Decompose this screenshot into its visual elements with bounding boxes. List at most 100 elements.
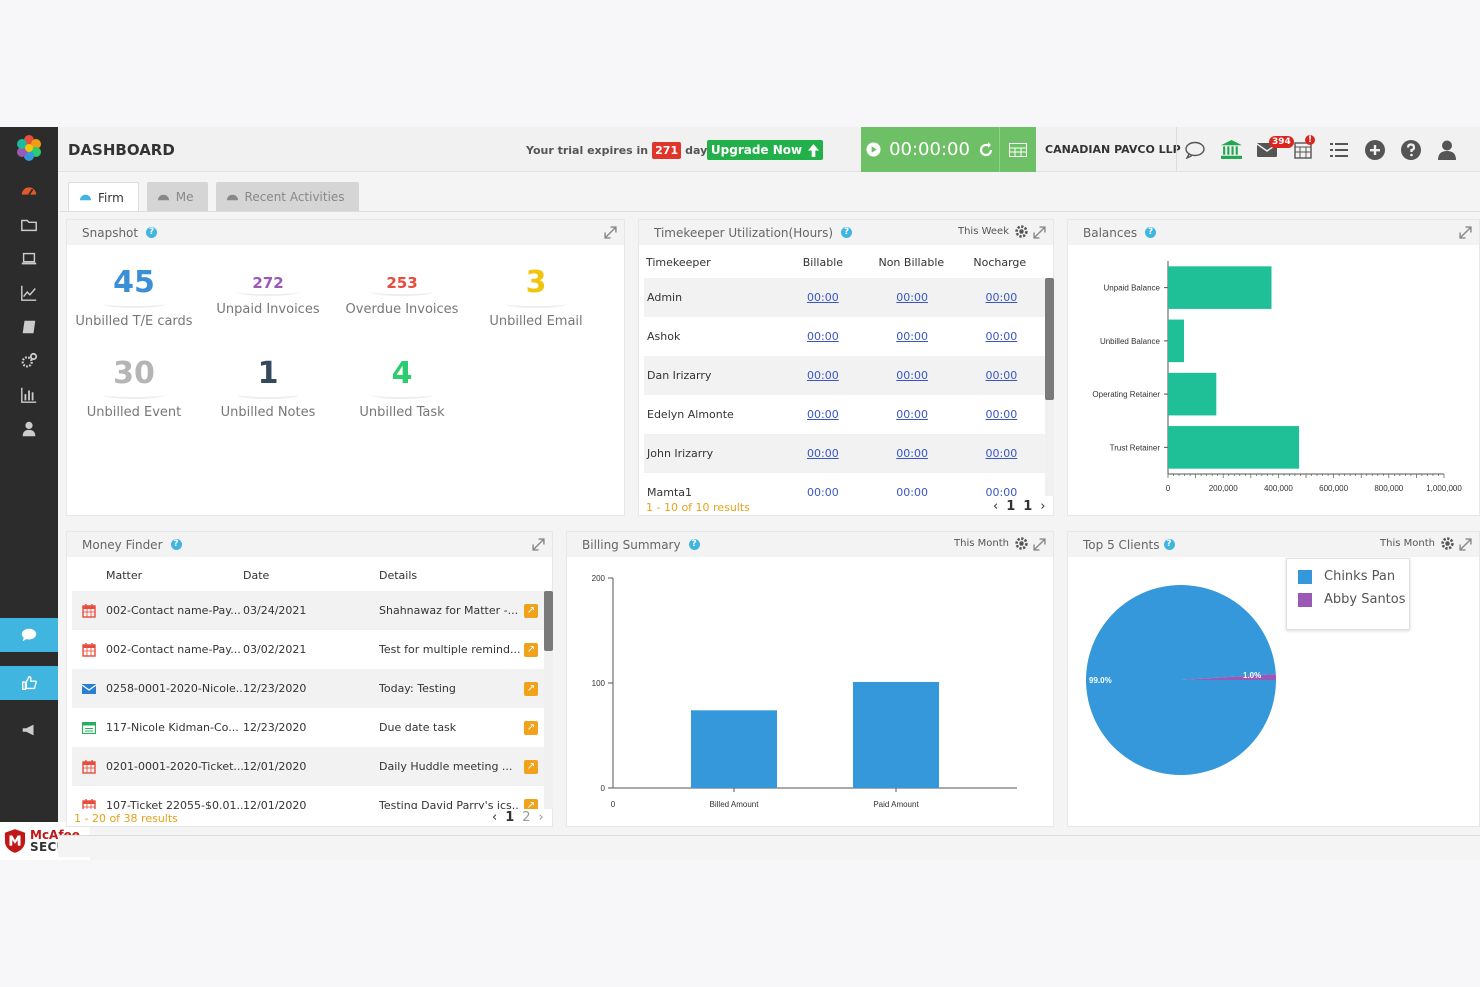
snapshot-unbilled-te-cards[interactable]: 45 Unbilled T/E cards	[74, 266, 194, 330]
open-link-icon[interactable]: ↗	[524, 759, 538, 774]
snapshot-overdue-invoices[interactable]: 253 Overdue Invoices	[342, 266, 462, 317]
open-link-icon[interactable]: ↗	[524, 642, 538, 657]
nocharge-link[interactable]: 00:00	[985, 330, 1018, 343]
reset-icon[interactable]	[978, 141, 994, 158]
billable-link[interactable]: 00:00	[807, 369, 839, 382]
legend-item[interactable]: Abby Santos	[1298, 592, 1409, 607]
billable-link[interactable]: 00:00	[807, 447, 839, 460]
prev-page-icon[interactable]: ‹	[492, 810, 498, 825]
expand-icon[interactable]	[532, 538, 545, 551]
period-control[interactable]: This Week	[958, 224, 1029, 239]
gear-icon[interactable]	[1014, 536, 1029, 551]
nocharge-link[interactable]: 00:00	[985, 447, 1018, 460]
timer-widget[interactable]: 00:00:00	[861, 127, 999, 172]
gear-icon[interactable]	[1440, 536, 1455, 551]
timesheet-button[interactable]	[999, 127, 1036, 172]
details-cell: Daily Huddle meeting ...	[379, 760, 513, 773]
laptop-icon[interactable]	[18, 248, 40, 270]
folder-icon[interactable]	[18, 214, 40, 236]
table-row[interactable]: 107-Ticket 22055-$0.01... 12/01/2020 Testi…	[72, 786, 544, 809]
snapshot-unpaid-invoices[interactable]: 272 Unpaid Invoices	[208, 266, 328, 317]
column-header: Details	[379, 569, 418, 582]
table-row[interactable]: 117-Nicole Kidman-Co... 12/23/2020 Due dat…	[72, 708, 544, 747]
calendar-button[interactable]: !	[1285, 127, 1321, 172]
scrollbar[interactable]	[1045, 278, 1054, 496]
gear-icon[interactable]	[1014, 224, 1029, 239]
period-control[interactable]: This Month	[954, 536, 1029, 551]
help-icon[interactable]: ?	[688, 539, 700, 550]
expand-icon[interactable]	[1033, 538, 1046, 551]
table-row[interactable]: 002-Contact name-Pay... 03/02/2021 Test fo…	[72, 630, 544, 669]
add-button[interactable]	[1357, 127, 1393, 172]
book-icon[interactable]	[18, 316, 40, 338]
table-row[interactable]: 0201-0001-2020-Ticket... 12/01/2020 Daily …	[72, 747, 544, 786]
nocharge-link[interactable]: 00:00	[985, 369, 1018, 382]
snapshot-unbilled-event[interactable]: 30 Unbilled Event	[74, 357, 194, 421]
table-row[interactable]: 002-Contact name-Pay... 03/24/2021 Shahnaw…	[72, 591, 544, 630]
app-logo[interactable]	[13, 132, 45, 164]
billable-link[interactable]: 00:00	[807, 291, 839, 304]
user-icon[interactable]	[18, 418, 40, 440]
upgrade-button[interactable]: Upgrade Now	[707, 140, 823, 160]
dashboard-icon[interactable]	[18, 180, 40, 202]
legend-item[interactable]: Chinks Pan	[1298, 569, 1409, 584]
gears-icon[interactable]	[18, 350, 40, 372]
non-billable-link[interactable]: 00:00	[896, 486, 928, 496]
nocharge-link[interactable]: 00:00	[985, 408, 1018, 421]
chart-line-icon[interactable]	[18, 282, 40, 304]
open-link-icon[interactable]: ↗	[524, 720, 538, 735]
tab-firm[interactable]: Firm	[68, 182, 139, 212]
table-row[interactable]: 0258-0001-2020-Nicole... 12/23/2020 Today:…	[72, 669, 544, 708]
task-list-button[interactable]	[1321, 127, 1357, 172]
billable-link[interactable]: 00:00	[807, 486, 839, 496]
nocharge-link[interactable]: 00:00	[985, 291, 1018, 304]
open-link-icon[interactable]: ↗	[524, 603, 538, 618]
page-current[interactable]: 1	[505, 810, 515, 825]
scrollbar-thumb[interactable]	[1045, 278, 1054, 400]
expand-icon[interactable]	[604, 226, 617, 239]
feedback-button[interactable]	[0, 666, 58, 700]
scrollbar-thumb[interactable]	[544, 591, 553, 651]
snapshot-unbilled-notes[interactable]: 1 Unbilled Notes	[208, 357, 328, 421]
email-button[interactable]: 394	[1249, 127, 1294, 172]
chat-button[interactable]	[0, 618, 58, 652]
non-billable-link[interactable]: 00:00	[896, 330, 928, 343]
page-next[interactable]: 2	[522, 810, 531, 825]
nocharge-link[interactable]: 00:00	[985, 486, 1018, 496]
play-icon[interactable]	[866, 142, 881, 157]
prev-page-icon[interactable]: ‹	[993, 499, 999, 514]
non-billable-link[interactable]: 00:00	[896, 408, 928, 421]
help-icon[interactable]: ?	[170, 539, 182, 550]
billable-link[interactable]: 00:00	[807, 330, 839, 343]
profile-button[interactable]	[1429, 127, 1465, 172]
open-link-icon[interactable]: ↗	[524, 681, 538, 696]
next-page-icon[interactable]: ›	[1040, 499, 1046, 514]
billable-link[interactable]: 00:00	[807, 408, 839, 421]
non-billable-link[interactable]: 00:00	[896, 369, 928, 382]
help-button[interactable]	[1393, 127, 1429, 172]
open-link-icon[interactable]: ↗	[524, 798, 538, 809]
page-current[interactable]: 1	[1006, 499, 1016, 514]
bank-button[interactable]	[1213, 127, 1249, 172]
messages-button[interactable]	[1177, 127, 1213, 172]
snapshot-unbilled-email[interactable]: 3 Unbilled Email	[476, 266, 596, 330]
bar-chart-icon[interactable]	[18, 384, 40, 406]
expand-icon[interactable]	[1459, 226, 1472, 239]
tab-me[interactable]: Me	[146, 182, 208, 212]
announcement-button[interactable]	[0, 713, 58, 747]
snapshot-unbilled-task[interactable]: 4 Unbilled Task	[342, 357, 462, 421]
help-icon[interactable]: ?	[841, 227, 853, 238]
non-billable-link[interactable]: 00:00	[896, 447, 928, 460]
next-page-icon[interactable]: ›	[538, 810, 544, 825]
page-total[interactable]: 1	[1023, 499, 1033, 514]
help-icon[interactable]: ?	[1145, 227, 1157, 238]
tab-recent-activities[interactable]: Recent Activities	[215, 182, 359, 212]
period-control[interactable]: This Month	[1380, 536, 1455, 551]
non-billable-link[interactable]: 00:00	[896, 291, 928, 304]
expand-icon[interactable]	[1459, 538, 1472, 551]
scrollbar[interactable]	[544, 591, 553, 809]
help-icon[interactable]: ?	[146, 227, 158, 238]
tick-label: 400,000	[1264, 484, 1293, 493]
expand-icon[interactable]	[1033, 226, 1046, 239]
help-icon[interactable]: ?	[1163, 539, 1175, 550]
